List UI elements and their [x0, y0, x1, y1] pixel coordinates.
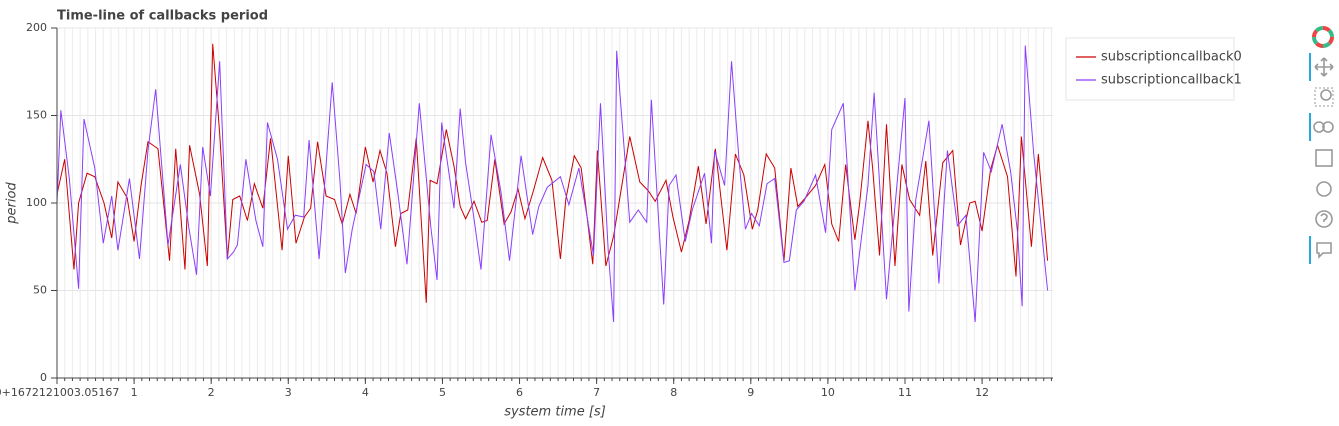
- x-tick-label: 4: [362, 386, 369, 399]
- x-axis-label: system time [s]: [504, 405, 606, 420]
- legend: subscriptioncallback0 subscriptioncallbac…: [1065, 37, 1242, 101]
- y-tick-label: 150: [26, 109, 47, 122]
- x-tick-label: 6: [516, 386, 523, 399]
- logo-ring: [1312, 26, 1334, 48]
- x-tick-label: 10: [821, 386, 835, 399]
- axes: 0+1672121003.05167 1 2 3 4 5 6 7 8 9 10 11 120501001…: [0, 21, 1053, 399]
- lines: [56, 43, 1049, 323]
- help-icon: [1320, 213, 1328, 222]
- x-tick-label: 5: [439, 386, 446, 399]
- x-tick-label: 0+1672121003.05167: [0, 386, 119, 399]
- zoom-lens: [1320, 89, 1332, 101]
- y-tick-label: 50: [33, 284, 47, 297]
- logo-ring: [1312, 26, 1334, 48]
- help-tool[interactable]: [1315, 210, 1333, 228]
- y-tick-label: 200: [26, 21, 47, 34]
- y-tick-label: 0: [40, 371, 47, 384]
- legend-label: subscriptioncallback0: [1101, 50, 1242, 65]
- series-line: [56, 45, 1049, 323]
- y-axis-label: period: [5, 182, 20, 225]
- x-tick-label: 12: [975, 386, 989, 399]
- x-tick-label: 7: [593, 386, 600, 399]
- bokeh-logo[interactable]: [1312, 26, 1334, 48]
- zoom-box: [1314, 87, 1334, 107]
- reset-tool[interactable]: [1316, 181, 1332, 197]
- x-tick-label: 9: [747, 386, 754, 399]
- box-zoom-tool[interactable]: [1314, 87, 1334, 107]
- legend-label: subscriptioncallback1: [1101, 73, 1242, 88]
- help-icon: [1315, 210, 1333, 228]
- grid: [56, 27, 1053, 379]
- legend-box: [1065, 37, 1235, 101]
- active-marker: [1309, 236, 1311, 264]
- x-tick-label: 11: [898, 386, 912, 399]
- series-line: [56, 43, 1049, 303]
- pan-tool[interactable]: [1314, 57, 1334, 77]
- wheel-icon: [1313, 121, 1325, 133]
- x-tick-label: 3: [285, 386, 292, 399]
- save-tool[interactable]: [1315, 149, 1333, 167]
- wheel-icon: [1322, 121, 1334, 133]
- active-marker: [1309, 53, 1311, 81]
- hover-tool[interactable]: [1316, 242, 1332, 259]
- x-tick-label: 1: [131, 386, 138, 399]
- x-tick-label: 2: [208, 386, 215, 399]
- chart-title: Time-line of callbacks period: [57, 9, 268, 24]
- active-marker: [1309, 113, 1311, 141]
- toolbar: [1309, 26, 1334, 264]
- wheel-zoom-tool[interactable]: [1313, 121, 1334, 133]
- y-tick-label: 100: [26, 196, 47, 209]
- x-tick-label: 8: [670, 386, 677, 399]
